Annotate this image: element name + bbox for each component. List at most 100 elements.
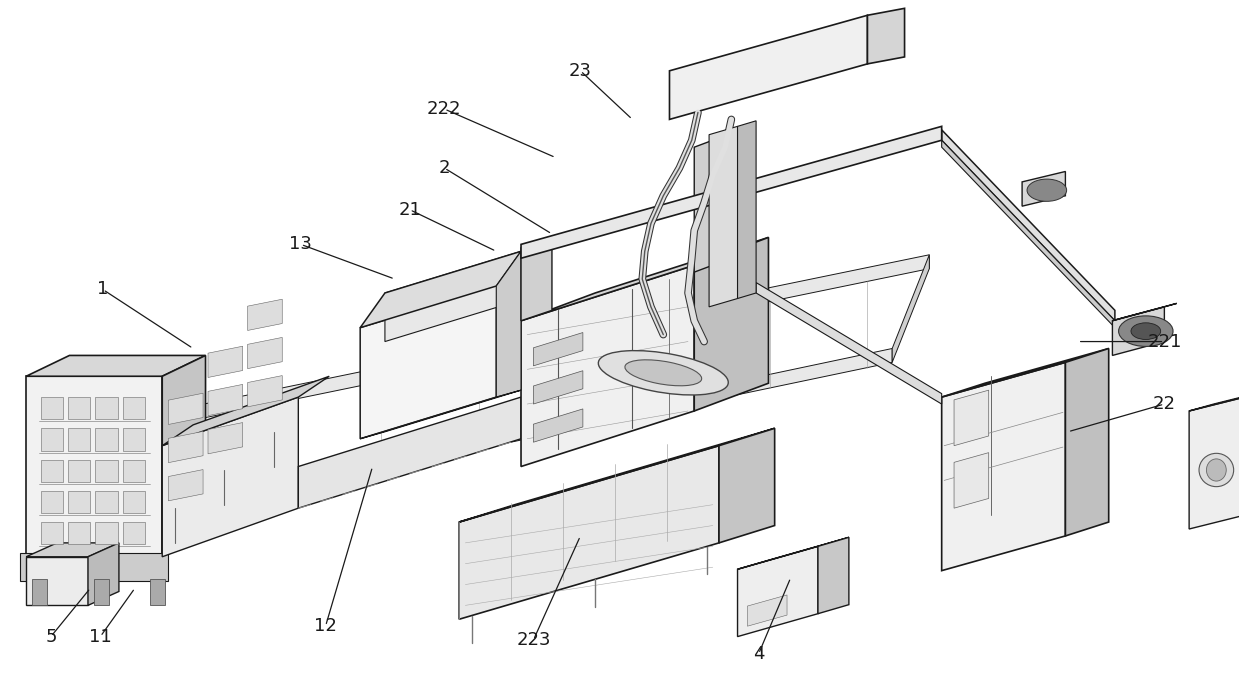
Text: 2: 2 — [439, 159, 450, 177]
Polygon shape — [208, 346, 243, 378]
Polygon shape — [248, 299, 283, 330]
Polygon shape — [26, 376, 162, 557]
Ellipse shape — [625, 360, 702, 385]
Polygon shape — [162, 355, 206, 557]
Polygon shape — [41, 397, 63, 420]
Text: 22: 22 — [1153, 395, 1176, 413]
Polygon shape — [1065, 348, 1109, 536]
Polygon shape — [521, 265, 694, 466]
Polygon shape — [521, 238, 552, 321]
Polygon shape — [68, 459, 91, 482]
Polygon shape — [941, 140, 1115, 328]
Text: 12: 12 — [314, 617, 337, 635]
Polygon shape — [68, 491, 91, 513]
Polygon shape — [738, 537, 849, 569]
Polygon shape — [521, 238, 769, 321]
Polygon shape — [123, 459, 145, 482]
Text: 11: 11 — [89, 627, 112, 645]
Polygon shape — [187, 255, 929, 422]
Text: 13: 13 — [289, 236, 312, 254]
Polygon shape — [123, 429, 145, 450]
Polygon shape — [818, 537, 849, 613]
Polygon shape — [248, 337, 283, 369]
Polygon shape — [95, 429, 118, 450]
Text: 221: 221 — [1147, 332, 1182, 351]
Polygon shape — [756, 282, 941, 404]
Polygon shape — [868, 8, 904, 64]
Polygon shape — [670, 15, 868, 119]
Polygon shape — [694, 133, 732, 272]
Polygon shape — [1022, 171, 1065, 206]
Polygon shape — [88, 543, 119, 606]
Polygon shape — [748, 595, 787, 626]
Polygon shape — [95, 491, 118, 513]
Polygon shape — [68, 429, 91, 450]
Text: 222: 222 — [427, 100, 461, 118]
Ellipse shape — [1207, 459, 1226, 481]
Polygon shape — [32, 579, 47, 606]
Polygon shape — [208, 422, 243, 454]
Polygon shape — [162, 348, 893, 515]
Polygon shape — [26, 557, 88, 606]
Polygon shape — [41, 491, 63, 513]
Polygon shape — [719, 429, 775, 543]
Polygon shape — [150, 579, 165, 606]
Text: 1: 1 — [97, 280, 109, 298]
Polygon shape — [533, 332, 583, 366]
Polygon shape — [360, 390, 521, 438]
Polygon shape — [123, 522, 145, 544]
Polygon shape — [738, 121, 756, 298]
Polygon shape — [954, 390, 988, 445]
Polygon shape — [360, 286, 496, 438]
Polygon shape — [162, 408, 187, 515]
Polygon shape — [893, 255, 929, 362]
Polygon shape — [459, 429, 775, 522]
Polygon shape — [360, 252, 521, 328]
Polygon shape — [496, 252, 521, 397]
Polygon shape — [384, 252, 521, 342]
Polygon shape — [169, 393, 203, 424]
Polygon shape — [68, 522, 91, 544]
Polygon shape — [1189, 397, 1240, 529]
Polygon shape — [162, 376, 330, 445]
Polygon shape — [738, 546, 818, 636]
Polygon shape — [26, 355, 206, 376]
Polygon shape — [20, 553, 169, 581]
Circle shape — [1131, 323, 1161, 339]
Polygon shape — [1189, 390, 1240, 411]
Text: 223: 223 — [516, 631, 551, 649]
Polygon shape — [941, 362, 1065, 571]
Polygon shape — [1112, 303, 1177, 321]
Polygon shape — [41, 459, 63, 482]
Polygon shape — [459, 445, 719, 619]
Polygon shape — [123, 397, 145, 420]
Polygon shape — [694, 238, 769, 411]
Polygon shape — [941, 348, 1109, 397]
Text: 21: 21 — [398, 201, 422, 219]
Polygon shape — [123, 491, 145, 513]
Polygon shape — [941, 130, 1115, 321]
Polygon shape — [26, 543, 119, 557]
Polygon shape — [954, 452, 988, 508]
Polygon shape — [521, 126, 941, 259]
Polygon shape — [1112, 307, 1164, 355]
Polygon shape — [95, 522, 118, 544]
Polygon shape — [169, 431, 203, 463]
Polygon shape — [169, 470, 203, 501]
Text: 23: 23 — [569, 62, 591, 80]
Circle shape — [1118, 316, 1173, 346]
Polygon shape — [95, 459, 118, 482]
Polygon shape — [94, 579, 109, 606]
Text: 5: 5 — [45, 627, 57, 645]
Ellipse shape — [1199, 453, 1234, 487]
Polygon shape — [248, 376, 283, 407]
Polygon shape — [208, 385, 243, 415]
Circle shape — [1027, 179, 1066, 201]
Polygon shape — [299, 397, 521, 508]
Polygon shape — [162, 397, 299, 557]
Polygon shape — [533, 371, 583, 404]
Polygon shape — [95, 397, 118, 420]
Polygon shape — [68, 397, 91, 420]
Polygon shape — [41, 522, 63, 544]
Text: 4: 4 — [753, 645, 764, 663]
